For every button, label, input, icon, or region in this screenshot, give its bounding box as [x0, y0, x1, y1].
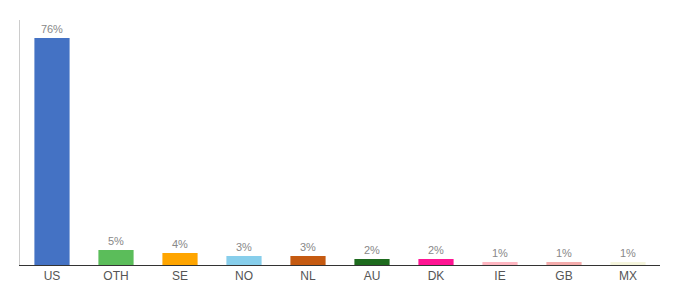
- svg-text:SE: SE: [172, 269, 188, 283]
- svg-text:MX: MX: [619, 269, 637, 283]
- svg-text:US: US: [44, 269, 61, 283]
- svg-text:AU: AU: [364, 269, 381, 283]
- svg-text:1%: 1%: [556, 247, 572, 259]
- svg-text:76%: 76%: [41, 23, 63, 35]
- svg-text:DK: DK: [428, 269, 445, 283]
- svg-text:IE: IE: [494, 269, 505, 283]
- svg-text:4%: 4%: [172, 238, 188, 250]
- svg-text:OTH: OTH: [103, 269, 128, 283]
- svg-text:1%: 1%: [492, 247, 508, 259]
- svg-text:GB: GB: [555, 269, 572, 283]
- svg-text:3%: 3%: [236, 241, 252, 253]
- svg-text:1%: 1%: [620, 247, 636, 259]
- svg-text:2%: 2%: [364, 244, 380, 256]
- svg-text:NL: NL: [300, 269, 316, 283]
- svg-text:3%: 3%: [300, 241, 316, 253]
- svg-text:2%: 2%: [428, 244, 444, 256]
- svg-text:NO: NO: [235, 269, 253, 283]
- svg-text:5%: 5%: [108, 235, 124, 247]
